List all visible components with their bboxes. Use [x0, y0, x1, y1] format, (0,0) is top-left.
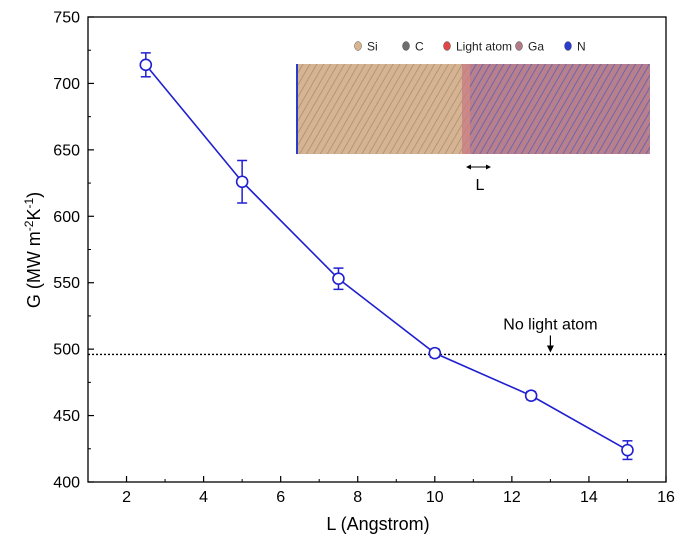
legend-marker — [354, 41, 362, 51]
legend-label: N — [577, 40, 586, 54]
series-line — [145, 64, 628, 451]
x-tick-label: 12 — [503, 489, 521, 506]
y-tick-label: 550 — [53, 275, 80, 292]
y-tick-label: 500 — [53, 342, 80, 359]
y-tick-label: 400 — [53, 475, 80, 492]
x-axis-ticks: 2 4 6 8 10 12 14 16 — [122, 476, 675, 506]
x-tick-label: 16 — [657, 489, 675, 506]
x-tick-label: 14 — [580, 489, 598, 506]
inset-sic-block — [296, 64, 470, 154]
inset-gan-block — [470, 64, 650, 154]
y-axis-ticks: 400 450 500 550 600 650 700 750 — [53, 10, 94, 492]
data-point — [621, 443, 634, 457]
y-tick-label: 700 — [53, 76, 80, 93]
data-point — [524, 389, 538, 402]
legend-marker — [402, 41, 410, 51]
data-point — [428, 346, 442, 360]
legend-marker — [443, 41, 451, 51]
x-tick-label: 8 — [353, 489, 362, 506]
legend-label: Si — [367, 40, 378, 54]
y-tick-label: 600 — [53, 209, 80, 226]
reference-line-label: No light atom — [503, 316, 597, 333]
inset-length-arrow — [466, 164, 491, 170]
y-tick-label: 450 — [53, 408, 80, 425]
inset: Si C Light atom Ga N L — [296, 40, 650, 194]
x-tick-label: 10 — [426, 489, 444, 506]
data-series — [139, 52, 634, 461]
inset-interface-layer — [462, 64, 472, 154]
y-tick-label: 650 — [53, 142, 80, 159]
ref-arrow-head — [546, 345, 554, 353]
y-axis-title: G (MW m-2K-1) — [22, 192, 44, 308]
inset-length-label: L — [476, 177, 485, 194]
data-point — [235, 175, 249, 189]
x-tick-label: 4 — [199, 489, 208, 506]
legend-marker — [564, 41, 572, 51]
legend-label: Light atom — [456, 40, 512, 54]
y-tick-label: 750 — [53, 10, 80, 27]
legend-label: Ga — [528, 40, 544, 54]
data-point — [332, 272, 345, 286]
legend-label: C — [415, 40, 424, 54]
x-tick-label: 6 — [276, 489, 285, 506]
x-tick-label: 2 — [122, 489, 131, 506]
x-axis-title: L (Angstrom) — [326, 514, 429, 534]
data-point — [139, 58, 153, 72]
inset-legend: Si C Light atom Ga N — [354, 40, 586, 54]
reference-line-arrow — [546, 335, 554, 353]
legend-marker — [515, 41, 523, 51]
